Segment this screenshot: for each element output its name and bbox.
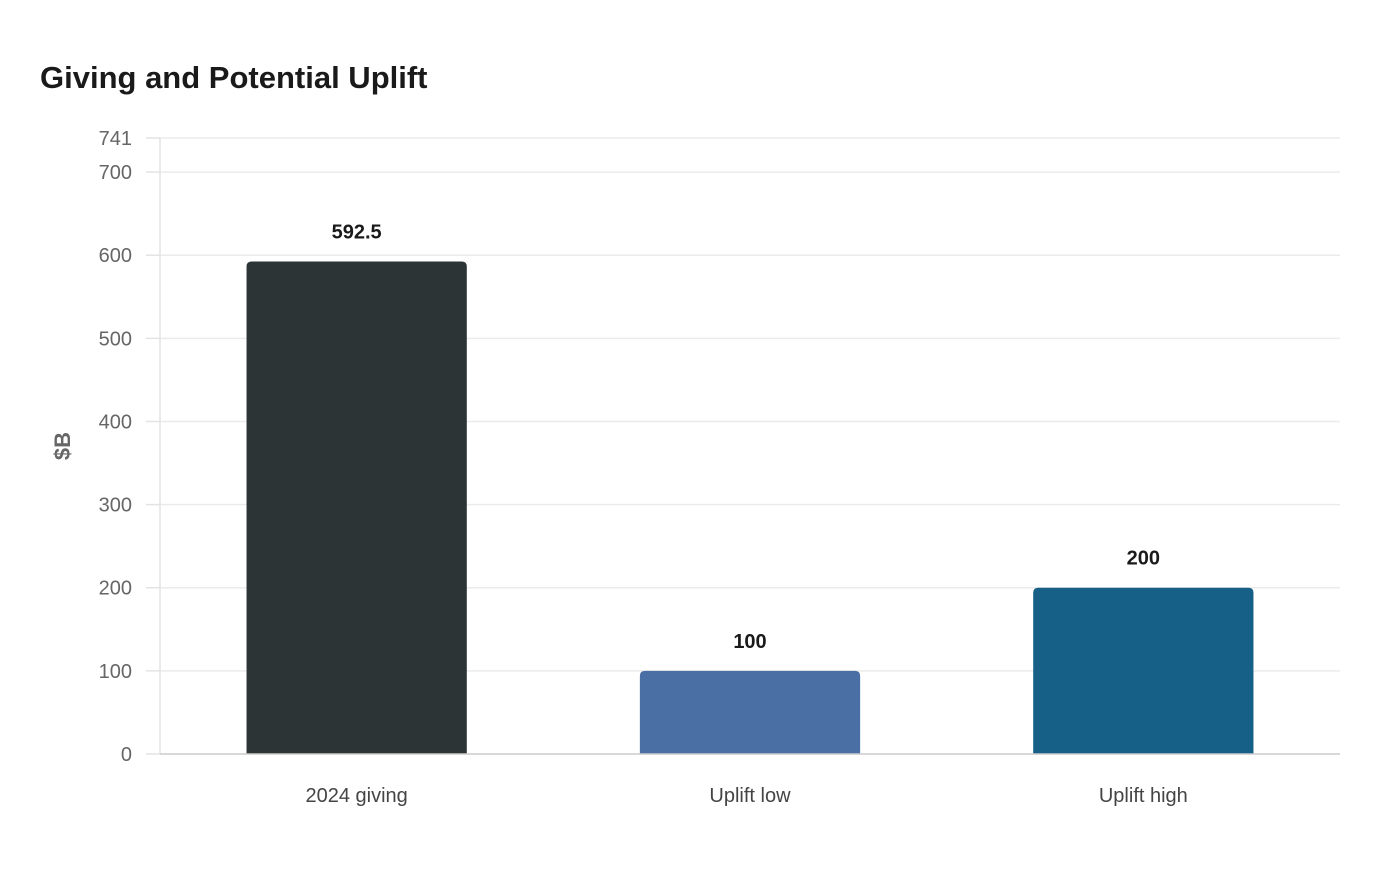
data-label-3: 200	[1127, 548, 1160, 570]
y-tick-label: 500	[99, 328, 132, 350]
bars	[246, 261, 1254, 754]
x-axis-ticks: 2024 giving Uplift low Uplift high	[306, 785, 1188, 807]
data-labels: 592.5 100 200	[332, 221, 1160, 652]
x-tick-label: 2024 giving	[306, 785, 408, 807]
x-tick-label: Uplift low	[709, 785, 791, 807]
bar-1	[246, 261, 467, 754]
y-tick-label: 400	[99, 411, 132, 433]
y-tick-label: 300	[99, 495, 132, 517]
y-axis-title: $B	[50, 432, 75, 460]
y-tick-label: 741	[99, 128, 132, 150]
bar-2	[639, 670, 861, 754]
y-tick-label: 600	[99, 245, 132, 267]
y-tick-label: 0	[121, 744, 132, 766]
y-tick-label: 200	[99, 578, 132, 600]
chart-title: Giving and Potential Uplift	[40, 60, 428, 95]
y-tick-label: 100	[99, 661, 132, 683]
y-tick-label: 700	[99, 162, 132, 184]
y-axis-ticks: 0 100 200 300 400 500 600 700 741	[99, 128, 132, 766]
data-label-2: 100	[733, 631, 766, 653]
x-tick-label: Uplift high	[1099, 785, 1188, 807]
data-label-1: 592.5	[332, 221, 382, 243]
bar-3	[1033, 587, 1254, 754]
